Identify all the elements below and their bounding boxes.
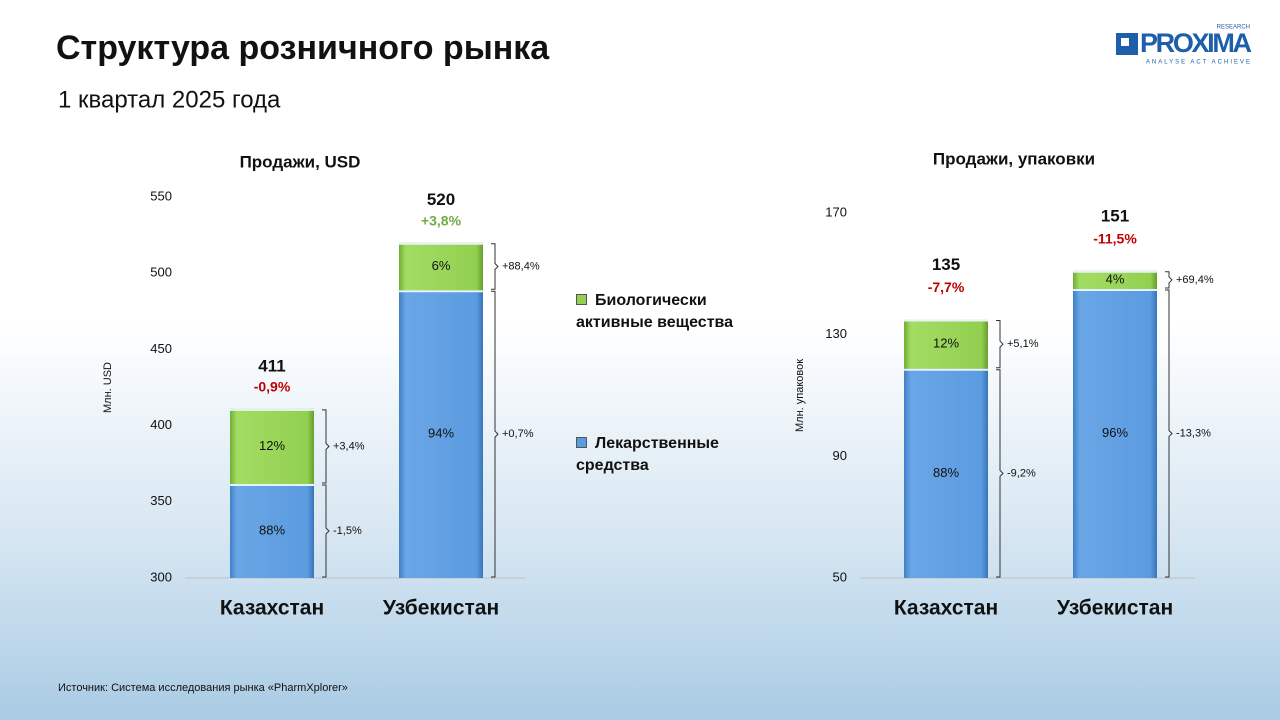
bracket [1165,289,1173,578]
bar-segment [1073,289,1157,578]
bracket [491,290,499,578]
bracket [1165,271,1173,289]
share-label: 94% [428,426,454,441]
source: Источник: Система исследования рынка «Ph… [58,682,348,694]
y-tick-label: 450 [150,341,172,356]
total-growth-label: -0,9% [254,379,291,395]
share-label: 6% [432,258,451,273]
share-label: 12% [933,336,959,351]
bracket [322,484,330,578]
slide-subtitle: 1 квартал 2025 года [58,86,281,113]
logo-icon [1121,38,1129,46]
legend-label: Биологически активные вещества [576,292,734,331]
bar-segment [399,242,483,291]
legend-label: Лекарственные средства [576,435,719,474]
total-growth-label: -7,7% [928,279,965,295]
y-axis-label: Млн. USD [102,362,114,413]
y-tick-label: 350 [150,493,172,508]
y-tick-label: 400 [150,417,172,432]
x-tick-label: Казахстан [220,597,324,620]
share-label: 4% [1106,271,1125,286]
bar-segment [904,319,988,369]
bracket [322,409,330,484]
x-tick-label: Казахстан [894,597,998,620]
total-growth-label: -11,5% [1093,230,1137,246]
y-tick-label: 550 [150,188,172,203]
x-tick-label: Узбекистан [383,597,499,620]
growth-label: +88,4% [502,260,540,272]
growth-label: -9,2% [1007,467,1036,479]
y-tick-label: 50 [833,569,847,584]
bracket [491,243,499,290]
logo-motto: ANALYSE ACT ACHIEVE [1146,60,1252,66]
legend-swatch [576,294,587,305]
total-label: 151 [1101,206,1129,225]
logo-name: PROXIMA [1140,28,1252,58]
share-label: 12% [259,438,285,453]
legend-item: Биологически активные вещества [576,290,776,334]
total-growth-label: +3,8% [421,212,462,228]
chart-title: Продажи, USD [240,152,361,171]
logo-tag: RESEARCH [1217,25,1250,31]
y-tick-label: 170 [825,204,847,219]
chart-title: Продажи, упаковки [933,149,1095,168]
bar-segment [230,408,314,484]
y-tick-label: 500 [150,265,172,280]
bar-segment [230,483,314,578]
y-tick-label: 300 [150,569,172,584]
growth-label: +69,4% [1176,274,1214,286]
legend-item: Лекарственные средства [576,433,776,477]
total-label: 411 [258,356,285,375]
x-tick-label: Узбекистан [1057,597,1173,620]
total-label: 520 [427,190,455,209]
legend-swatch [576,437,587,448]
y-axis-label: Млн. упаковок [794,359,806,432]
total-label: 135 [932,255,960,274]
share-label: 88% [933,465,959,480]
growth-label: +3,4% [333,440,365,452]
y-tick-label: 90 [833,448,847,463]
growth-label: -13,3% [1176,427,1211,439]
bracket [996,319,1004,369]
growth-label: +5,1% [1007,338,1039,350]
growth-label: -1,5% [333,525,362,537]
y-tick-label: 130 [825,326,847,341]
bracket [996,369,1004,578]
share-label: 88% [259,522,285,537]
slide-title: Структура розничного рынка [56,29,550,67]
growth-label: +0,7% [502,428,534,440]
bar-segment [1073,270,1157,290]
bar-segment [904,368,988,578]
share-label: 96% [1102,425,1128,440]
bar-segment [399,290,483,578]
